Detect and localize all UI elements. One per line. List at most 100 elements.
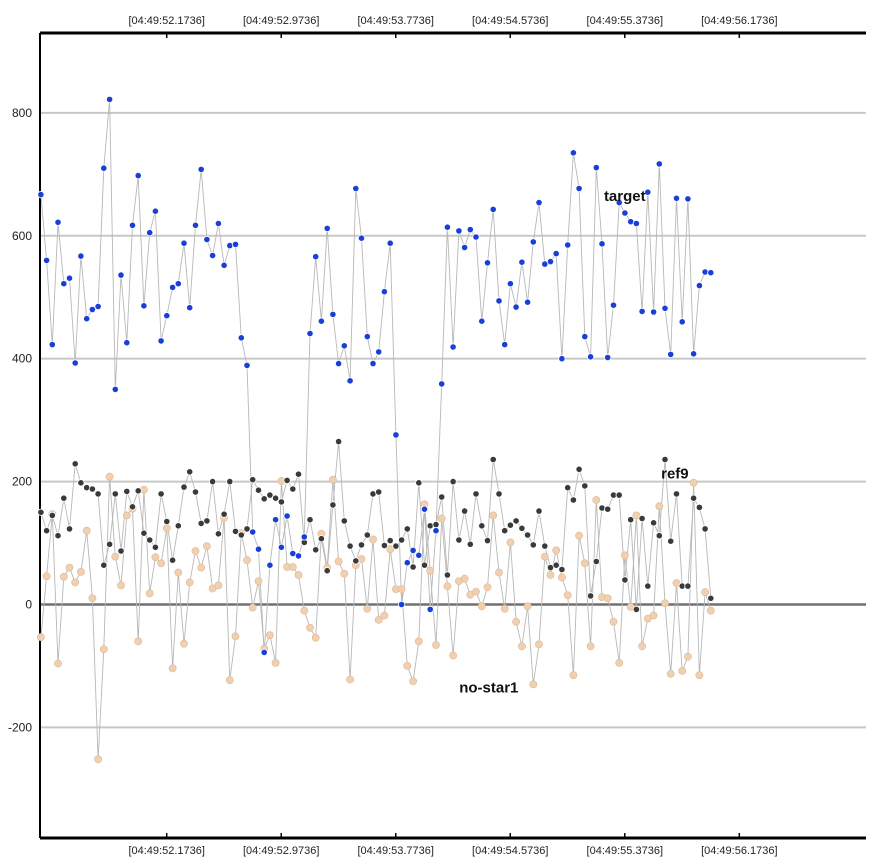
data-point-no-star1 <box>65 563 74 572</box>
data-point-target <box>604 353 612 362</box>
data-point-ref9 <box>94 490 102 498</box>
series-no-star1 <box>37 472 715 764</box>
data-point-no-star1 <box>546 571 555 579</box>
data-point-target <box>667 350 675 358</box>
data-point-ref9 <box>294 470 303 478</box>
data-point-target <box>684 195 692 203</box>
data-point-target <box>369 359 377 368</box>
data-point-ref9 <box>529 541 537 549</box>
data-point-no-star1 <box>615 659 624 667</box>
data-point-target <box>581 332 589 341</box>
data-point-ref9 <box>695 503 704 511</box>
data-point-target <box>415 551 423 559</box>
series-line-target <box>40 99 711 653</box>
data-point-ref9 <box>71 460 79 468</box>
data-point-ref9 <box>283 476 291 484</box>
data-point-ref9 <box>191 488 200 496</box>
data-point-no-star1 <box>403 662 412 670</box>
data-point-ref9 <box>163 517 171 526</box>
data-point-ref9 <box>672 490 681 498</box>
data-point-target <box>621 209 629 217</box>
data-point-target <box>449 343 457 351</box>
data-point-no-star1 <box>684 652 692 661</box>
series-line-no-star1 <box>40 476 712 760</box>
data-point-target <box>100 164 108 172</box>
data-point-ref9 <box>581 482 589 490</box>
data-point-no-star1 <box>472 587 480 596</box>
data-point-ref9 <box>157 490 165 498</box>
data-point-target <box>609 301 618 309</box>
data-point-target <box>672 194 681 202</box>
data-point-ref9 <box>186 468 194 476</box>
data-point-ref9 <box>586 592 595 600</box>
data-point-target <box>260 648 268 657</box>
data-point-ref9 <box>306 516 314 524</box>
data-point-no-star1 <box>59 572 68 581</box>
data-point-ref9 <box>415 479 423 487</box>
data-point-ref9 <box>260 495 268 503</box>
data-point-target <box>329 310 337 318</box>
data-point-ref9 <box>375 488 383 496</box>
data-point-no-star1 <box>666 670 675 678</box>
data-point-target <box>191 221 200 229</box>
data-point-ref9 <box>363 531 371 539</box>
data-point-target <box>300 533 308 541</box>
data-point-no-star1 <box>701 588 709 597</box>
data-point-no-star1 <box>558 573 566 582</box>
data-point-ref9 <box>289 485 297 493</box>
data-point-ref9 <box>592 557 600 566</box>
data-point-target <box>294 552 303 560</box>
data-point-ref9 <box>100 561 108 569</box>
data-point-target <box>403 559 411 567</box>
data-point-target <box>277 543 285 551</box>
data-point-target <box>249 528 257 536</box>
data-point-ref9 <box>65 525 74 533</box>
data-point-ref9 <box>483 536 492 545</box>
data-point-ref9 <box>455 536 463 544</box>
data-point-target <box>649 308 658 316</box>
data-point-ref9 <box>621 576 629 584</box>
data-point-no-star1 <box>82 526 91 535</box>
data-point-target <box>203 235 211 244</box>
data-point-ref9 <box>334 437 343 446</box>
data-point-no-star1 <box>363 604 372 613</box>
data-point-ref9 <box>340 517 348 525</box>
data-point-ref9 <box>266 491 274 499</box>
data-point-ref9 <box>403 525 411 533</box>
data-point-no-star1 <box>638 642 646 651</box>
data-point-ref9 <box>627 516 635 524</box>
data-point-no-star1 <box>328 475 337 484</box>
data-point-ref9 <box>106 540 114 548</box>
x-tick-label-bottom: [04:49:52.1736] <box>128 845 204 857</box>
data-point-ref9 <box>472 490 480 498</box>
data-point-target <box>363 332 371 341</box>
data-point-no-star1 <box>248 603 257 612</box>
data-point-target <box>94 302 102 311</box>
data-point-target <box>77 252 85 260</box>
data-point-ref9 <box>689 494 698 502</box>
data-point-no-star1 <box>374 616 383 624</box>
data-point-no-star1 <box>174 568 183 577</box>
data-point-target <box>169 283 177 291</box>
data-point-no-star1 <box>506 538 515 547</box>
data-point-no-star1 <box>111 552 120 561</box>
data-point-target <box>420 505 429 513</box>
data-point-ref9 <box>88 485 97 493</box>
data-point-target <box>460 243 469 252</box>
data-point-ref9 <box>552 561 560 569</box>
data-point-ref9 <box>541 542 549 550</box>
x-tick-label-bottom: [04:49:52.9736] <box>243 845 319 857</box>
data-point-ref9 <box>506 521 514 529</box>
data-point-ref9 <box>111 490 119 498</box>
data-point-ref9 <box>495 490 503 498</box>
data-point-ref9 <box>489 455 497 464</box>
data-point-no-star1 <box>117 581 125 590</box>
data-point-target <box>564 241 572 249</box>
data-point-no-star1 <box>586 642 595 651</box>
data-point-no-star1 <box>37 633 45 641</box>
data-point-ref9 <box>117 547 125 555</box>
data-point-no-star1 <box>346 675 354 684</box>
data-point-target <box>243 361 251 369</box>
data-point-no-star1 <box>500 604 509 613</box>
